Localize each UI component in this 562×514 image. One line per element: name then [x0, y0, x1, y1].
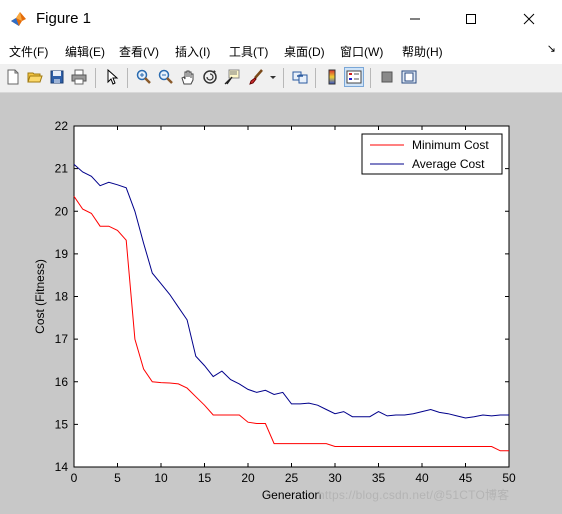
menu-insert[interactable]: 插入(I): [175, 45, 211, 59]
title-bar: Figure 1: [0, 0, 562, 38]
menu-overflow-icon[interactable]: ↘: [546, 43, 556, 55]
x-tick-label: 50: [502, 471, 516, 485]
colorbar-icon: [328, 69, 336, 85]
x-tick-label: 20: [241, 471, 255, 485]
data-cursor-icon: [224, 69, 240, 85]
link-plot-icon: [292, 71, 308, 84]
menu-file[interactable]: 文件(F): [9, 45, 49, 59]
brush-button[interactable]: [246, 67, 266, 87]
brush-icon: [249, 69, 263, 85]
close-button[interactable]: [506, 0, 552, 38]
x-tick-label: 0: [71, 471, 78, 485]
menu-desktop[interactable]: 桌面(D): [284, 45, 325, 59]
x-axis-label: Generation: [262, 488, 321, 502]
menu-view[interactable]: 查看(V): [119, 45, 159, 59]
x-tick-label: 5: [114, 471, 121, 485]
zoom-out-icon: [158, 69, 173, 84]
data-cursor-button[interactable]: [222, 67, 242, 87]
y-tick-label: 19: [55, 247, 69, 261]
menu-bar: 文件(F) 编辑(E) 查看(V) 插入(I) 工具(T) 桌面(D) 窗口(W…: [0, 40, 562, 62]
x-tick-label: 15: [198, 471, 212, 485]
show-plot-tools-icon: [401, 70, 417, 84]
y-tick-label: 16: [55, 375, 69, 389]
y-tick-label: 20: [55, 204, 69, 218]
print-button[interactable]: [69, 67, 89, 87]
hide-plot-tools-button[interactable]: [377, 67, 397, 87]
toolbar-separator: [283, 68, 284, 88]
x-tick-label: 40: [415, 471, 429, 485]
y-tick-label: 15: [55, 417, 69, 431]
open-file-button[interactable]: [25, 67, 45, 87]
maximize-icon: [466, 14, 476, 24]
legend-box: [361, 133, 503, 175]
menu-window[interactable]: 窗口(W): [340, 45, 384, 59]
link-plot-button[interactable]: [290, 67, 310, 87]
minimize-button[interactable]: [392, 0, 438, 38]
zoom-in-icon: [136, 69, 151, 84]
figure-area: 0 5 10 15 20 25 30 35 40 45 50 14 15 16 17 18 19 20 21 22 Ge…: [0, 93, 562, 514]
zoom-in-button[interactable]: [134, 67, 154, 87]
select-arrow-button[interactable]: [102, 67, 122, 87]
brush-dropdown[interactable]: [268, 67, 278, 87]
rotate-3d-button[interactable]: [200, 67, 220, 87]
pan-hand-icon: [181, 70, 194, 85]
figure-toolbar: [0, 64, 562, 93]
new-figure-icon: [7, 69, 19, 85]
x-tick-label: 10: [154, 471, 168, 485]
watermark: https://blog.csdn.net/@51CTO博客: [318, 488, 510, 502]
y-axis-label: Cost (Fitness): [33, 259, 47, 334]
toolbar-separator: [95, 68, 96, 88]
menu-help[interactable]: 帮助(H): [402, 45, 443, 59]
x-tick-label: 35: [372, 471, 386, 485]
show-plot-tools-button[interactable]: [399, 67, 419, 87]
menu-tools[interactable]: 工具(T): [229, 45, 269, 59]
zoom-out-button[interactable]: [156, 67, 176, 87]
maximize-button[interactable]: [448, 0, 494, 38]
minimize-icon: [410, 18, 420, 20]
legend-label: Minimum Cost: [412, 138, 489, 152]
toolbar-separator: [127, 68, 128, 88]
x-tick-label: 30: [328, 471, 342, 485]
legend-button[interactable]: [344, 67, 364, 87]
series-line-minimum-cost: [73, 196, 509, 452]
new-figure-button[interactable]: [3, 67, 23, 87]
pan-button[interactable]: [178, 67, 198, 87]
line-chart[interactable]: 0 5 10 15 20 25 30 35 40 45 50 14 15 16 17 18 19 20 21 22 Ge…: [0, 93, 562, 514]
y-tick-label: 22: [55, 119, 69, 133]
y-tick-label: 17: [55, 332, 69, 346]
matlab-logo-icon: [11, 12, 26, 26]
select-arrow-icon: [107, 69, 119, 85]
open-file-icon: [27, 72, 43, 83]
chevron-down-icon: [270, 76, 276, 79]
x-tick-label: 25: [285, 471, 299, 485]
series-line-average-cost: [73, 164, 509, 419]
y-tick-label: 14: [55, 460, 69, 474]
legend-label: Average Cost: [412, 157, 485, 171]
toolbar-separator: [315, 68, 316, 88]
save-icon: [50, 70, 64, 84]
plot-area: [73, 125, 510, 468]
save-button[interactable]: [47, 67, 67, 87]
hide-plot-tools-icon: [381, 71, 393, 83]
y-tick-label: 21: [55, 162, 69, 176]
colorbar-button[interactable]: [322, 67, 342, 87]
menu-edit[interactable]: 编辑(E): [65, 45, 105, 59]
window-title: Figure 1: [36, 10, 92, 27]
rotate-3d-icon: [203, 70, 217, 84]
print-icon: [71, 69, 87, 85]
toolbar-separator: [370, 68, 371, 88]
close-icon: [523, 13, 535, 25]
x-tick-label: 45: [459, 471, 473, 485]
y-tick-label: 18: [55, 290, 69, 304]
legend-icon: [346, 70, 362, 84]
